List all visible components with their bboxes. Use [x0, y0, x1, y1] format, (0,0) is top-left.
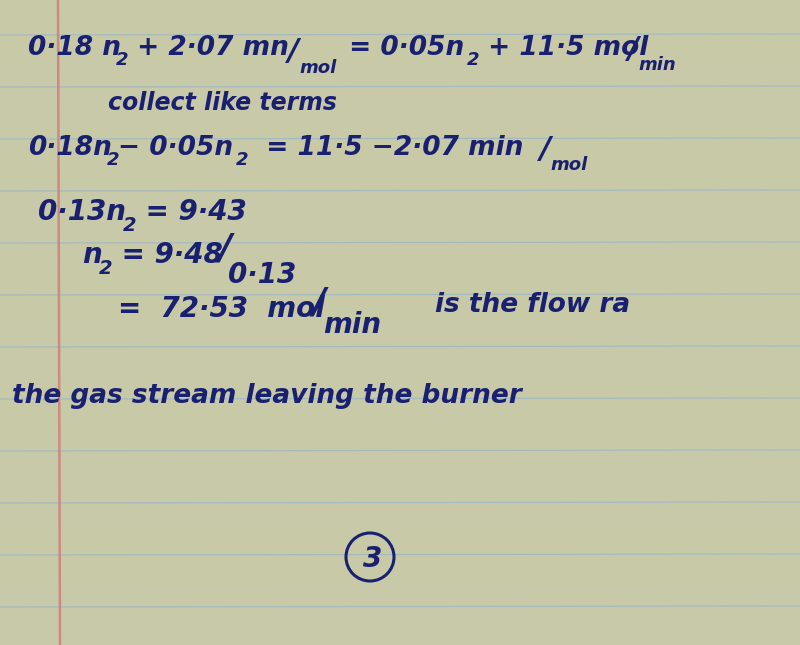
Text: 2: 2	[123, 216, 137, 235]
Text: 2: 2	[99, 259, 113, 278]
Text: 0·18 n: 0·18 n	[28, 35, 121, 61]
Text: n: n	[82, 241, 102, 269]
Bar	[0, 515, 800, 580]
Bar	[0, 193, 800, 258]
Text: min: min	[323, 311, 381, 339]
Text: = 9·48: = 9·48	[112, 241, 222, 269]
Text: 2: 2	[107, 151, 119, 169]
Text: 3: 3	[363, 545, 382, 573]
Text: 0·13n: 0·13n	[38, 198, 126, 226]
Text: the gas stream leaving the burner: the gas stream leaving the burner	[12, 383, 522, 409]
Text: 2: 2	[467, 51, 479, 69]
Text: = 11·5 −2·07 min: = 11·5 −2·07 min	[248, 135, 523, 161]
Text: = 0·05n: = 0·05n	[340, 35, 464, 61]
Text: mol: mol	[550, 156, 587, 174]
Bar	[0, 322, 800, 387]
Text: min: min	[638, 56, 676, 74]
Text: 2: 2	[236, 151, 249, 169]
Bar	[0, 128, 800, 194]
Bar	[0, 386, 800, 451]
Text: + 11·5 mol: + 11·5 mol	[479, 35, 648, 61]
Bar	[0, 257, 800, 322]
Text: /: /	[540, 135, 551, 164]
Bar	[0, 0, 800, 64]
Text: /: /	[628, 35, 639, 64]
Bar	[0, 580, 800, 645]
Bar	[0, 451, 800, 516]
Text: = 9·43: = 9·43	[136, 198, 246, 226]
Text: collect like terms: collect like terms	[108, 91, 337, 115]
Text: /: /	[288, 37, 299, 66]
Text: mol: mol	[299, 59, 336, 77]
Text: is the flow ra: is the flow ra	[435, 292, 630, 318]
Text: + 2·07 mn: + 2·07 mn	[128, 35, 289, 61]
Text: 0·18n: 0·18n	[28, 135, 112, 161]
Text: 0·13: 0·13	[228, 261, 296, 289]
Bar	[0, 64, 800, 129]
Text: /: /	[312, 285, 326, 319]
Text: /: /	[218, 231, 231, 265]
Text: − 0·05n: − 0·05n	[118, 135, 233, 161]
Text: =  72·53  mol: = 72·53 mol	[118, 295, 325, 323]
Text: 2: 2	[116, 51, 129, 69]
